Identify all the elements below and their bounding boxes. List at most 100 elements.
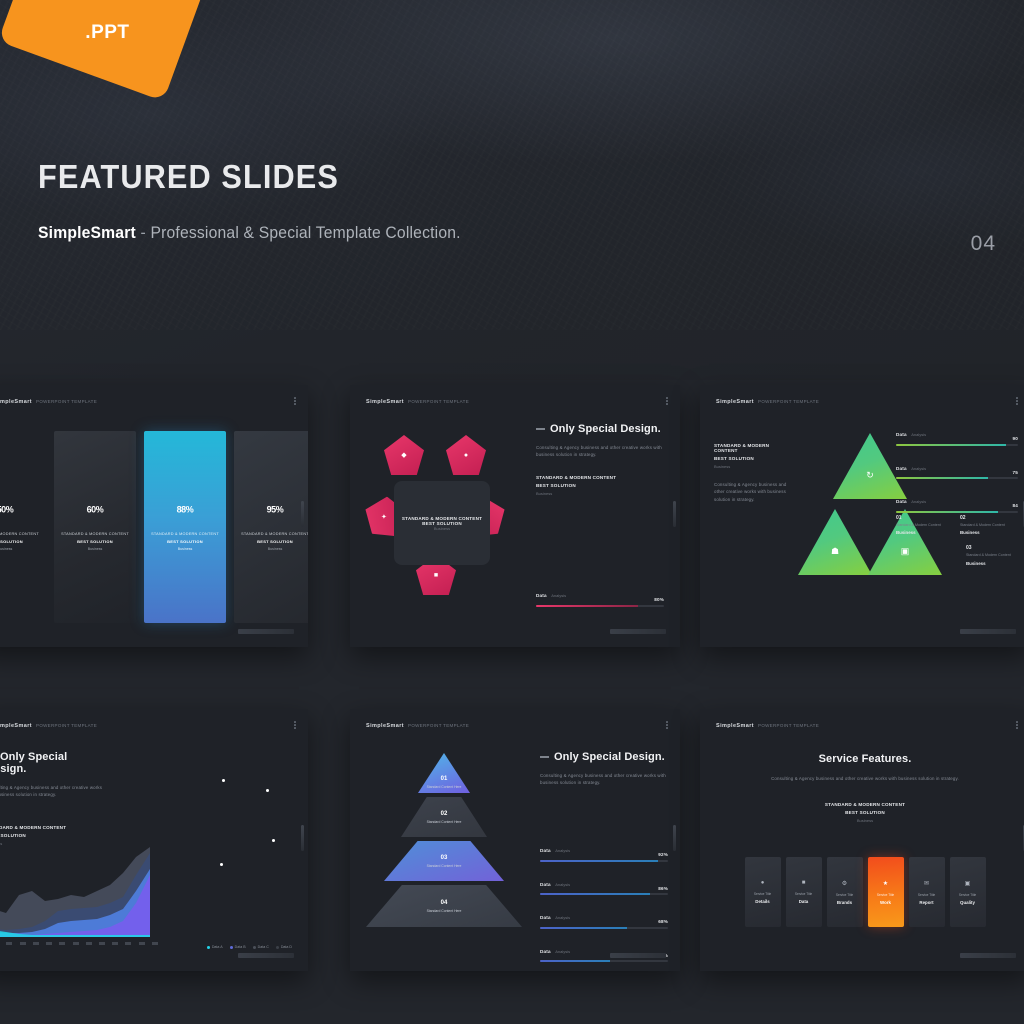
stat-card[interactable]: 95% STANDARD & MODERN CONTENT BEST SOLUT… [234, 431, 308, 623]
service-card-active[interactable]: ★ Service Title Work [867, 857, 904, 927]
progress-label: Data [540, 948, 551, 954]
pie-label-dot [220, 863, 223, 866]
slide-logo-main: SimpleSmart [366, 399, 405, 405]
subtitle-description: Professional & Special Template Collecti… [150, 224, 461, 242]
progress-value: 75 [1012, 469, 1018, 475]
slide-area-pie-charts[interactable]: SimpleSmart POWERPOINT TEMPLATE Only Spe… [0, 709, 308, 971]
slide-triangle-diagram[interactable]: SimpleSmart POWERPOINT TEMPLATE STANDARD… [700, 385, 1024, 647]
slide-footer-bar [238, 953, 294, 958]
slide-heading: Only Special Design. [540, 751, 668, 763]
service-title: Service Title [753, 892, 772, 896]
chart-icon: ■ [801, 880, 806, 886]
user-icon: ● [760, 880, 765, 886]
highlight-block: STANDARD & MODERN CONTENT BEST SOLUTION … [756, 802, 974, 823]
stat-line-2: BEST SOLUTION [167, 538, 203, 544]
ppt-format-badge: .PPT [0, 0, 219, 102]
pyramid-level-4[interactable]: 04 Standard Content Here [366, 885, 522, 927]
stat-card[interactable]: 50% STANDARD & MODERN CONTENT BEST SOLUT… [0, 431, 46, 623]
pyramid-level-1[interactable]: 01 Standard Content Here [418, 753, 470, 793]
progress-value: 86% [658, 885, 668, 891]
pentagon-flame-icon[interactable]: ◆ [384, 435, 424, 475]
service-card[interactable]: ▣ Service Title Quality [949, 857, 986, 927]
pyramid-bar-list: Data Analysis 92% Data Analysis 86% Data A… [540, 839, 668, 971]
slide-side-marker [673, 825, 676, 851]
service-card[interactable]: ● Service Title Details [744, 857, 781, 927]
slide-logo-sub: POWERPOINT TEMPLATE [36, 399, 97, 404]
service-card[interactable]: ✉ Service Title Report [908, 857, 945, 927]
stat-number: 03 [966, 545, 972, 552]
slide-corner-dots-icon [663, 397, 668, 405]
block-line-1: STANDARD & MODERN CONTENT [714, 443, 770, 453]
block-line-1: STANDARD & MODERN CONTENT [536, 474, 617, 480]
pie-chart [180, 751, 286, 889]
level-caption: Standard Content Here [426, 785, 462, 789]
slide-service-features[interactable]: SimpleSmart POWERPOINT TEMPLATE Service … [700, 709, 1024, 971]
level-number: 04 [440, 899, 448, 906]
service-card[interactable]: ⚙ Service Title Brands [826, 857, 863, 927]
stat-value: Business [896, 530, 916, 536]
slide-body-text: Consulting & Agency business and other c… [714, 482, 787, 502]
progress-label: Data [540, 915, 551, 920]
legend-item: Data C [252, 945, 269, 949]
slide-logo: SimpleSmart POWERPOINT TEMPLATE [366, 399, 469, 405]
core-line-2: BEST SOLUTION [422, 520, 462, 526]
slide-side-marker [301, 501, 304, 527]
triangle-cluster: ↻ ☗ ▣ [798, 427, 942, 607]
slide-logo-main: SimpleSmart [716, 723, 755, 729]
triangle-bar-list: Data Analysis 90 Data Analysis 75 Data Ana… [896, 423, 1018, 524]
stat-value: Business [960, 530, 980, 536]
stat-line-3: Business [267, 546, 283, 551]
progress-label: Data [896, 432, 907, 437]
progress-value: 80% [654, 597, 664, 602]
service-title: Service Title [835, 892, 854, 897]
slides-row-1: SimpleSmart POWERPOINT TEMPLATE 50% STAN… [0, 385, 1024, 695]
level-number: 02 [440, 810, 448, 817]
stat-line-1: STANDARD & MODERN CONTENT [0, 531, 39, 536]
pie-label-dot [222, 779, 225, 782]
block-line-2: BEST SOLUTION [0, 832, 26, 838]
slide-pyramid-diagram[interactable]: SimpleSmart POWERPOINT TEMPLATE 01 Stand… [350, 709, 680, 971]
stat-percent: 60% [86, 503, 104, 514]
block-line-2: BEST SOLUTION [845, 810, 885, 816]
lock-icon: ▣ [964, 880, 971, 887]
highlight-block: STANDARD & MODERN CONTENT BEST SOLUTION … [0, 825, 106, 846]
slides-grid: SimpleSmart POWERPOINT TEMPLATE 50% STAN… [0, 385, 1024, 1005]
slide-logo: SimpleSmart POWERPOINT TEMPLATE [366, 723, 469, 729]
pyramid-level-2[interactable]: 02 Standard Content Here [401, 797, 487, 837]
slide-logo: SimpleSmart POWERPOINT TEMPLATE [0, 399, 97, 405]
stat-text: Standard & Modern Content [896, 523, 941, 527]
service-card-list: ● Service Title Details ■ Service Title … [700, 857, 1024, 927]
block-line-1: STANDARD & MODERN CONTENT [0, 824, 67, 830]
slide-body-text: Consulting & Agency business and other c… [0, 785, 103, 798]
progress-label: Data [896, 499, 907, 504]
level-caption: Standard Content Here [426, 908, 462, 913]
progress-value: 90 [1012, 436, 1018, 441]
slide-side-marker [673, 501, 676, 527]
stat-item: 03 Standard & Modern Content Business [966, 545, 1018, 565]
slide-pentagon-diagram[interactable]: SimpleSmart POWERPOINT TEMPLATE ◆ ● ✦ ✂ … [350, 385, 680, 647]
triangle-basket-icon[interactable]: ☗ [798, 509, 872, 575]
stat-card-active[interactable]: 88% STANDARD & MODERN CONTENT BEST SOLUT… [144, 431, 226, 623]
pie-chart-graphic [180, 751, 286, 889]
progress-track [540, 960, 668, 962]
star-icon: ★ [882, 880, 889, 887]
pyramid-chart: 01 Standard Content Here 02 Standard Con… [366, 753, 522, 929]
slide-heading: Only Special Design. [536, 423, 664, 435]
stat-line-1: STANDARD & MODERN CONTENT [151, 531, 219, 536]
slide-logo: SimpleSmart POWERPOINT TEMPLATE [716, 399, 819, 405]
slide-percentage-cards[interactable]: SimpleSmart POWERPOINT TEMPLATE 50% STAN… [0, 385, 308, 647]
pyramid-level-3[interactable]: 03 Standard Content Here [384, 841, 504, 881]
progress-track [540, 859, 668, 862]
progress-label: Data [540, 848, 551, 853]
chart-slide-copy: Only Special Design. Consulting & Agency… [0, 751, 106, 846]
progress-track [896, 510, 1018, 513]
stat-card[interactable]: 60% STANDARD & MODERN CONTENT BEST SOLUT… [54, 431, 136, 623]
highlight-block: STANDARD & MODERN CONTENT BEST SOLUTION … [536, 475, 664, 496]
area-chart-axis [0, 942, 158, 945]
service-card[interactable]: ■ Service Title Data [785, 857, 822, 927]
page-subtitle: SimpleSmart - Professional & Special Tem… [38, 224, 461, 243]
slide-logo-main: SimpleSmart [366, 723, 405, 729]
pentagon-droplet-icon[interactable]: ● [446, 435, 486, 475]
progress-value: 92% [658, 852, 668, 857]
service-value: Quality [960, 899, 975, 905]
